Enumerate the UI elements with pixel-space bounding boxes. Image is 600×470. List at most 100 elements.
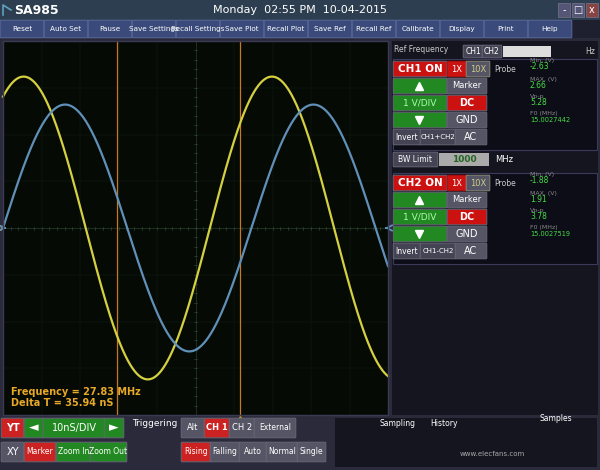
FancyBboxPatch shape — [1, 442, 24, 462]
Text: Save Plot: Save Plot — [225, 26, 259, 32]
Text: 5.28: 5.28 — [530, 98, 547, 107]
Text: F0 (MHz): F0 (MHz) — [530, 111, 557, 116]
Text: Auto: Auto — [244, 447, 262, 456]
Text: Probe: Probe — [494, 64, 516, 73]
Text: Sampling: Sampling — [380, 420, 416, 429]
FancyBboxPatch shape — [466, 61, 490, 77]
Text: Monday  02:55 PM  10-04-2015: Monday 02:55 PM 10-04-2015 — [213, 5, 387, 15]
FancyBboxPatch shape — [447, 112, 487, 128]
Text: ◄: ◄ — [29, 422, 39, 434]
Text: GND: GND — [456, 229, 478, 239]
Text: 1 V/DIV: 1 V/DIV — [403, 212, 437, 221]
Text: ►: ► — [109, 422, 119, 434]
FancyBboxPatch shape — [528, 20, 572, 38]
FancyBboxPatch shape — [420, 243, 456, 259]
Text: CH1-CH2: CH1-CH2 — [422, 248, 454, 254]
Bar — [0, 415, 600, 470]
Text: CH1: CH1 — [465, 47, 481, 56]
FancyBboxPatch shape — [393, 61, 447, 77]
FancyBboxPatch shape — [132, 20, 176, 38]
Text: Reset: Reset — [12, 26, 32, 32]
Text: Alt: Alt — [187, 423, 199, 432]
Text: -1.88: -1.88 — [530, 176, 550, 185]
Bar — [439, 153, 489, 166]
FancyBboxPatch shape — [254, 418, 296, 438]
FancyBboxPatch shape — [204, 418, 230, 438]
FancyBboxPatch shape — [1, 418, 24, 438]
Text: Min. (V): Min. (V) — [530, 172, 554, 177]
Text: 1 V/DIV: 1 V/DIV — [403, 99, 437, 108]
FancyBboxPatch shape — [484, 20, 528, 38]
Text: CH2 ON: CH2 ON — [398, 178, 442, 188]
Text: CH1 ON: CH1 ON — [398, 64, 442, 74]
FancyBboxPatch shape — [220, 20, 264, 38]
Bar — [0, 0, 600, 20]
Text: XY: XY — [6, 447, 19, 457]
FancyBboxPatch shape — [447, 175, 467, 191]
Text: 1X: 1X — [452, 64, 463, 73]
Text: Help: Help — [542, 26, 559, 32]
Text: Auto Set: Auto Set — [50, 26, 82, 32]
Text: Falling: Falling — [212, 447, 238, 456]
FancyBboxPatch shape — [447, 61, 467, 77]
Text: -: - — [562, 5, 566, 15]
Text: 1000: 1000 — [452, 155, 476, 164]
Text: Normal: Normal — [268, 447, 296, 456]
Text: Recall Ref: Recall Ref — [356, 26, 392, 32]
Bar — [558, 3, 570, 17]
FancyBboxPatch shape — [176, 20, 220, 38]
Bar — [572, 3, 584, 17]
FancyBboxPatch shape — [229, 418, 255, 438]
Text: DC: DC — [460, 98, 475, 108]
Text: Calibrate: Calibrate — [401, 26, 434, 32]
Text: CH 1: CH 1 — [206, 423, 228, 432]
Bar — [393, 173, 597, 264]
Text: Delta T = 35.94 nS: Delta T = 35.94 nS — [11, 398, 113, 408]
FancyBboxPatch shape — [393, 112, 447, 128]
Text: GND: GND — [456, 115, 478, 125]
Text: 2.66: 2.66 — [530, 81, 547, 90]
Bar — [393, 59, 597, 150]
Text: YT: YT — [5, 423, 19, 433]
Text: CH 2: CH 2 — [232, 423, 252, 432]
Text: External: External — [259, 423, 291, 432]
Text: Vp-p: Vp-p — [530, 94, 545, 99]
FancyBboxPatch shape — [43, 418, 105, 438]
FancyBboxPatch shape — [466, 175, 490, 191]
Text: 10nS/DIV: 10nS/DIV — [52, 423, 97, 433]
Text: 15.0027442: 15.0027442 — [530, 117, 570, 123]
Text: CH2: CH2 — [484, 47, 500, 56]
Text: Single: Single — [299, 447, 323, 456]
Text: Min. (V): Min. (V) — [530, 58, 554, 63]
Text: MAX. (V): MAX. (V) — [530, 77, 557, 82]
FancyBboxPatch shape — [447, 209, 487, 225]
Text: Marker: Marker — [26, 447, 53, 456]
FancyBboxPatch shape — [447, 192, 487, 208]
Text: Triggering: Triggering — [132, 420, 178, 429]
Text: Rising: Rising — [184, 447, 208, 456]
Text: -2.63: -2.63 — [530, 62, 550, 71]
FancyBboxPatch shape — [210, 442, 240, 462]
Bar — [503, 46, 551, 57]
Text: Zoom In: Zoom In — [58, 447, 89, 456]
FancyBboxPatch shape — [56, 442, 91, 462]
Text: 3.78: 3.78 — [530, 212, 547, 221]
Text: Ref Frequency: Ref Frequency — [394, 45, 448, 54]
FancyBboxPatch shape — [455, 129, 487, 145]
Text: □: □ — [574, 5, 583, 15]
Text: x: x — [589, 5, 595, 15]
Text: Zoom Out: Zoom Out — [89, 447, 128, 456]
Text: MHz: MHz — [495, 155, 513, 164]
Text: BW Limit: BW Limit — [398, 155, 433, 164]
FancyBboxPatch shape — [393, 243, 421, 259]
FancyBboxPatch shape — [447, 78, 487, 94]
FancyBboxPatch shape — [393, 192, 447, 208]
Text: Save Ref: Save Ref — [314, 26, 346, 32]
Bar — [3, 41, 388, 415]
FancyBboxPatch shape — [308, 20, 352, 38]
FancyBboxPatch shape — [239, 442, 267, 462]
Text: DC: DC — [460, 212, 475, 222]
Text: Invert: Invert — [395, 133, 418, 141]
Text: 15.0027519: 15.0027519 — [530, 231, 570, 237]
Text: 10X: 10X — [470, 179, 486, 188]
